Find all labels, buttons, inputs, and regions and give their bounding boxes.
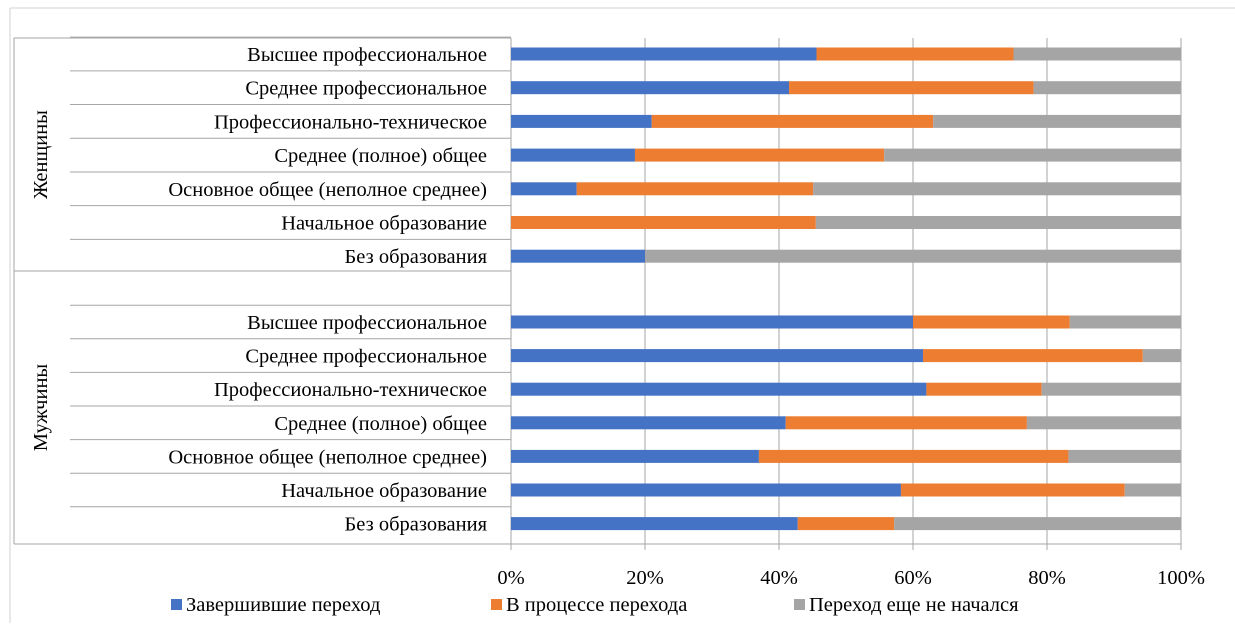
bar-segment-in-progress: [926, 382, 1042, 396]
bar-segment-completed: [511, 148, 635, 162]
bar-segment-completed: [511, 81, 790, 95]
x-tick-label: 80%: [1028, 567, 1066, 589]
category-label: Без образования: [345, 246, 488, 268]
bar-segment-not-started: [813, 182, 1181, 196]
bar-segment-not-started: [645, 249, 1181, 263]
x-tick-label: 20%: [626, 567, 664, 589]
category-label: Среднее (полное) общее: [274, 413, 487, 435]
legend-swatch: [171, 599, 182, 610]
category-label: Среднее профессиональное: [245, 78, 487, 100]
category-label: Без образования: [345, 514, 488, 536]
bar-segment-completed: [511, 182, 577, 196]
bar-segment-completed: [511, 47, 817, 61]
bar-segment-completed: [511, 517, 798, 531]
bar-segment-not-started: [1013, 47, 1181, 61]
bar-segment-not-started: [1142, 349, 1181, 363]
bar-segment-in-progress: [913, 315, 1070, 329]
legend-label: Завершившие переход: [186, 594, 380, 616]
bar-segment-in-progress: [511, 216, 816, 229]
bar-segment-in-progress: [634, 148, 885, 162]
bar-segment-completed: [511, 483, 901, 497]
legend-label: В процессе перехода: [506, 594, 687, 616]
x-tick-label: 60%: [894, 567, 932, 589]
bar-segment-completed: [511, 114, 652, 128]
bar-segment-completed: [511, 349, 924, 363]
bar-segment-not-started: [1068, 449, 1181, 463]
category-label: Профессионально-техническое: [214, 379, 487, 401]
x-tick-label: 0%: [497, 567, 524, 589]
category-label: Основное общее (неполное среднее): [168, 446, 487, 468]
bar-segment-in-progress: [789, 81, 1034, 95]
bar-segment-in-progress: [758, 449, 1069, 463]
bar-segment-in-progress: [923, 349, 1143, 363]
group-label: Мужчины: [30, 364, 52, 452]
category-label: Начальное образование: [281, 480, 487, 502]
category-label: Среднее (полное) общее: [274, 145, 487, 167]
bar-segment-completed: [511, 249, 645, 263]
bar-segment-in-progress: [816, 47, 1014, 61]
bar-segment-not-started: [1041, 382, 1181, 396]
bar-segment-completed: [511, 416, 786, 430]
bar-segment-completed: [511, 315, 913, 329]
x-tick-label: 100%: [1157, 567, 1205, 589]
category-label: Профессионально-техническое: [214, 111, 487, 133]
category-label: Начальное образование: [281, 213, 487, 235]
bar-segment-not-started: [1033, 81, 1181, 95]
legend-swatch: [491, 599, 502, 610]
bar-segment-completed: [511, 449, 759, 463]
bar-segment-in-progress: [797, 517, 895, 531]
bar-segment-in-progress: [576, 182, 814, 196]
bar-segment-not-started: [815, 216, 1181, 229]
category-label: Высшее профессиональное: [247, 312, 487, 334]
category-label: Среднее профессиональное: [245, 346, 487, 368]
bar-segment-in-progress: [900, 483, 1125, 497]
x-tick-label: 40%: [760, 567, 798, 589]
bar-segment-not-started: [1026, 416, 1181, 430]
legend-swatch: [794, 599, 805, 610]
category-label: Высшее профессиональное: [247, 44, 487, 66]
bar-segment-not-started: [1069, 315, 1181, 329]
bar-segment-in-progress: [651, 114, 934, 128]
group-label: Женщины: [30, 110, 52, 199]
bar-segment-not-started: [884, 148, 1181, 162]
legend-label: Переход еще не начался: [809, 594, 1019, 616]
bar-segment-not-started: [933, 114, 1181, 128]
category-label: Основное общее (неполное среднее): [168, 179, 487, 201]
bar-segment-in-progress: [785, 416, 1027, 430]
bar-segment-completed: [511, 382, 927, 396]
bar-segment-not-started: [894, 517, 1181, 531]
bar-segment-not-started: [1124, 483, 1181, 497]
